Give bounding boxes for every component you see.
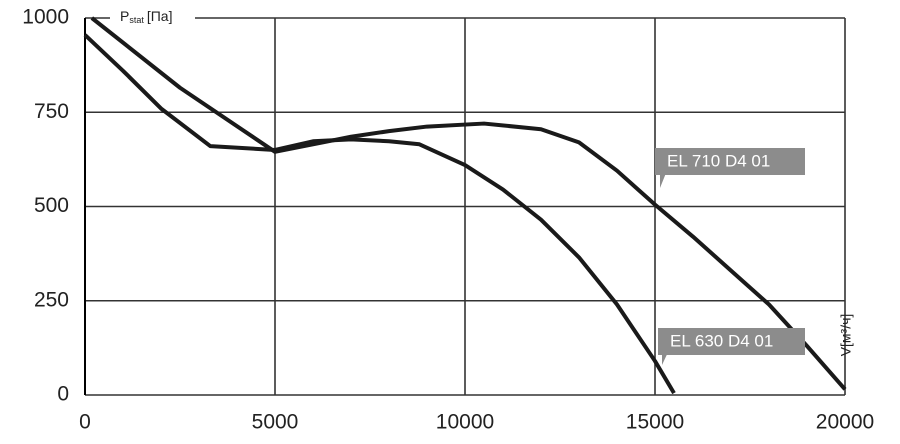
label-box <box>655 148 805 175</box>
legend-label: EL 710 D4 01 <box>667 151 770 170</box>
y-tick-label: 750 <box>34 100 69 123</box>
y-tick-label: 500 <box>34 194 69 217</box>
curve <box>90 16 847 391</box>
y-axis-label: Pstat [Па] <box>120 8 173 26</box>
x-tick-label: 5000 <box>252 411 299 434</box>
x-tick-label: 10000 <box>436 411 494 434</box>
x-tick-label: 0 <box>79 411 91 434</box>
y-tick-label: 0 <box>57 383 69 406</box>
x-axis-label: V[м³/ч] <box>838 314 854 357</box>
curve <box>83 33 676 395</box>
x-tick-label: 20000 <box>816 411 874 434</box>
y-tick-label: 250 <box>34 288 69 311</box>
y-tick-label: 1000 <box>22 6 69 29</box>
label-box <box>658 328 805 355</box>
legend-label: EL 630 D4 01 <box>670 331 773 350</box>
ylabel-bg <box>110 6 195 28</box>
y-label-sub: stat <box>129 15 144 25</box>
y-label-main: P <box>120 8 129 24</box>
x-tick-label: 15000 <box>626 411 684 434</box>
y-label-unit: [Па] <box>147 8 173 24</box>
